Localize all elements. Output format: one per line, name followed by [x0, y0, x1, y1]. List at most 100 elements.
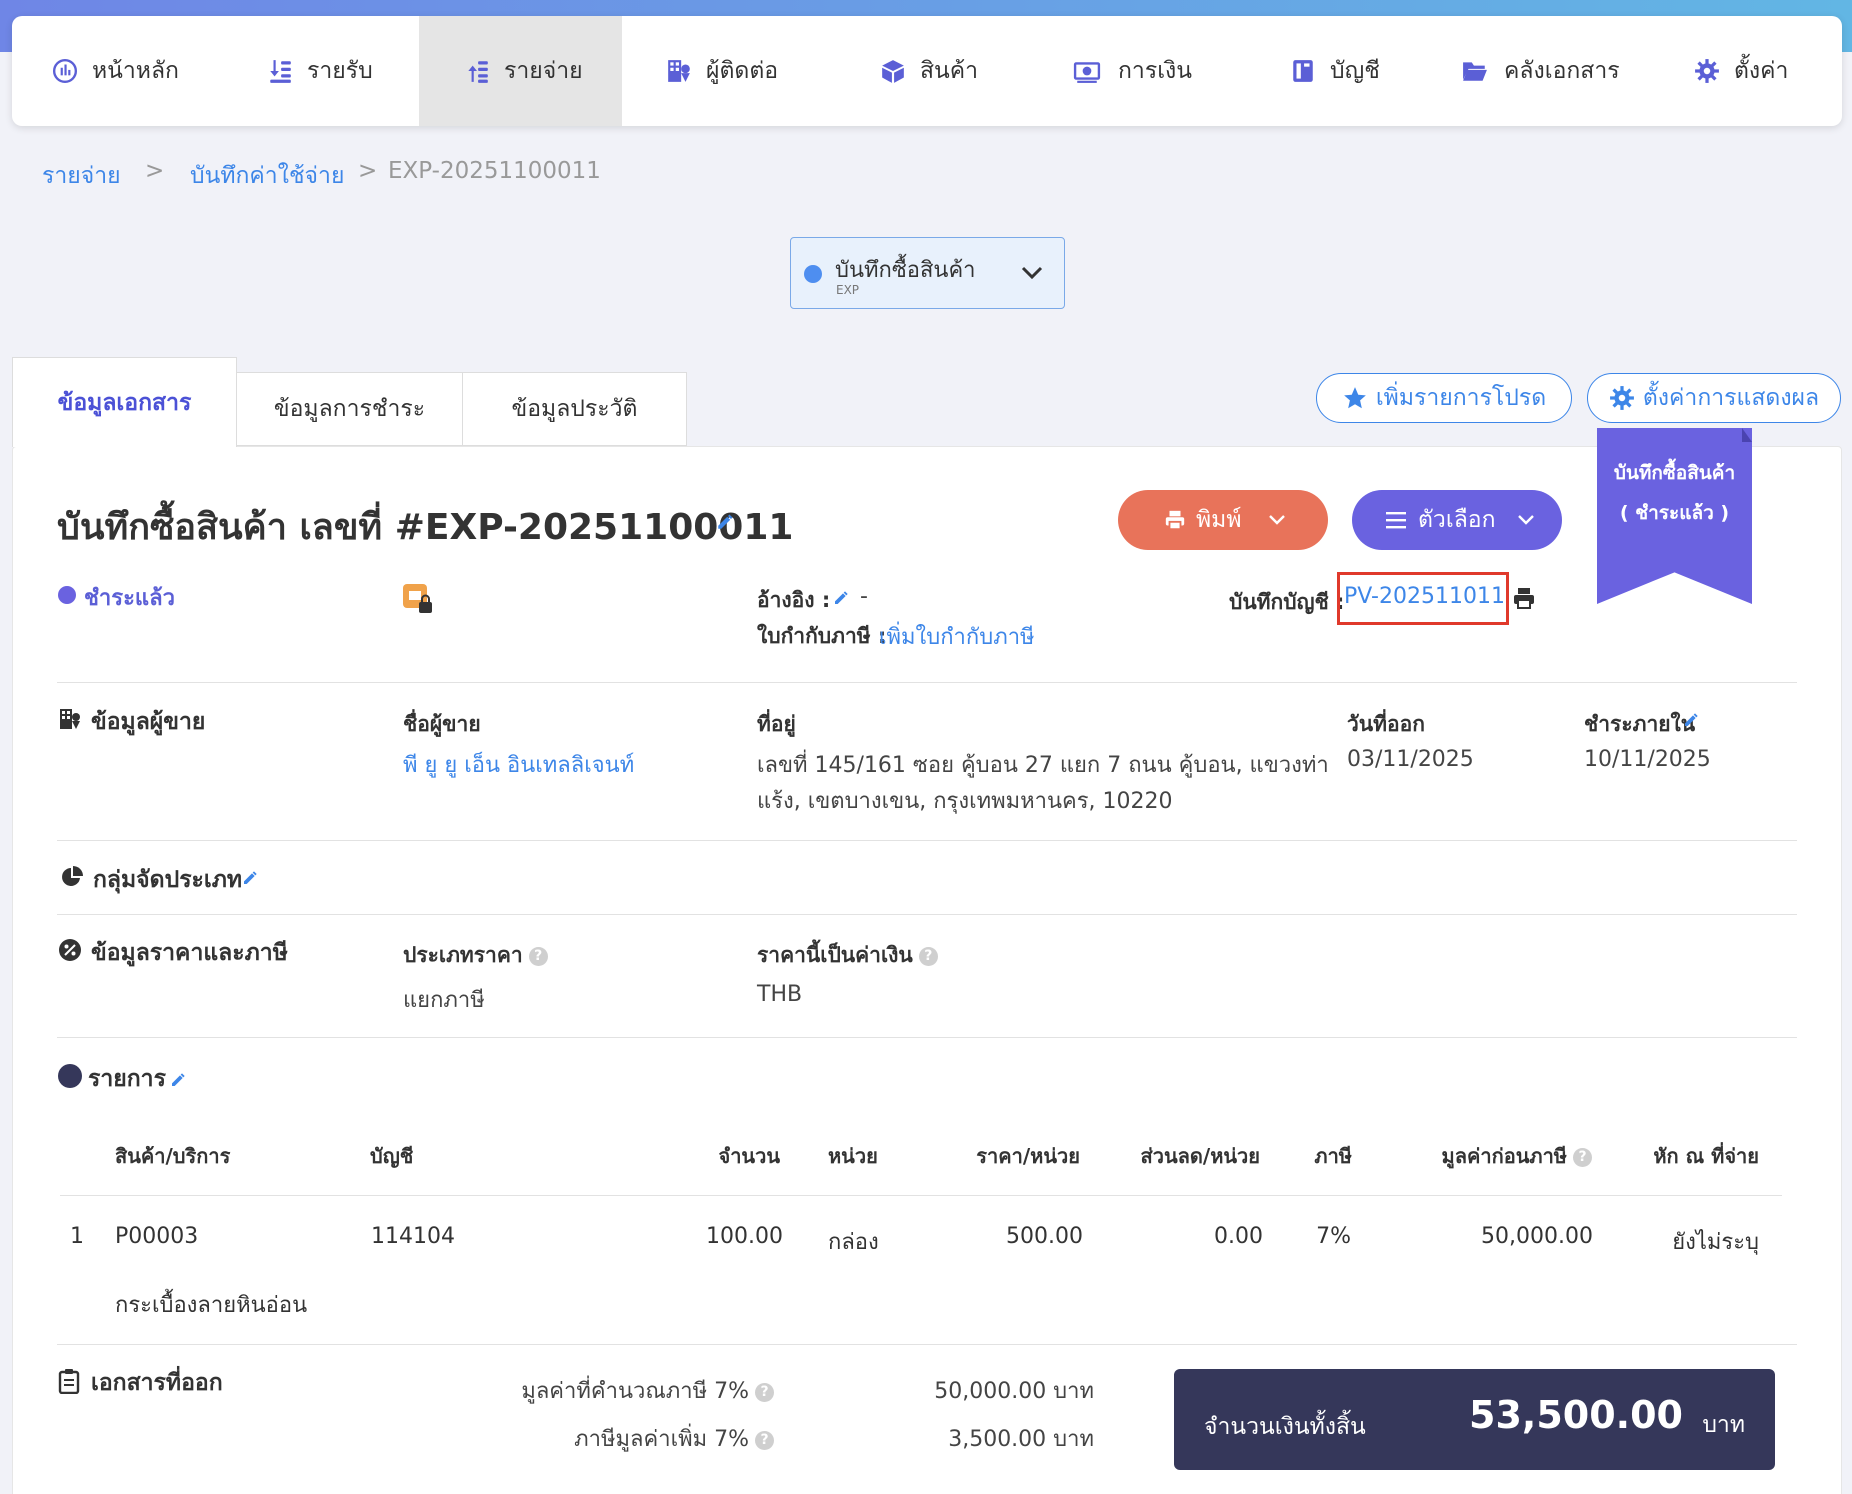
ribbon-fold — [1742, 428, 1752, 442]
breadcrumb-expense-record[interactable]: บันทึกค่าใช้จ่าย — [190, 163, 345, 189]
favorite-label: เพิ่มรายการโปรด — [1375, 385, 1547, 411]
taxable-amount-label: มูลค่าที่คำนวณภาษี 7%? — [521, 1373, 774, 1408]
breadcrumb-current: EXP-20251100011 — [388, 158, 601, 184]
gear-icon — [1695, 59, 1719, 83]
due-date-value: 10/11/2025 — [1584, 747, 1711, 772]
edit-pencil-icon[interactable] — [1683, 712, 1699, 728]
vendor-name-link[interactable]: พี ยู ยู เอ็น อินเทลลิเจนท์ — [403, 753, 635, 778]
pricing-section-title: ข้อมูลราคาและภาษี — [91, 940, 288, 966]
gear-icon — [1609, 386, 1634, 410]
nav-expense[interactable]: รายจ่าย — [419, 16, 622, 126]
quantity: 100.00 — [706, 1224, 783, 1249]
items-section-dot — [58, 1064, 82, 1088]
product-code-link[interactable]: P00003 — [115, 1224, 199, 1249]
nav-documents[interactable]: คลังเอกสาร — [1460, 16, 1640, 126]
help-icon[interactable]: ? — [528, 946, 548, 966]
divider — [57, 840, 1797, 841]
doc-type-label: บันทึกซื้อสินค้า — [835, 258, 976, 283]
chevron-down-icon — [1517, 515, 1534, 525]
account-code: 114104 — [371, 1224, 455, 1249]
ribbon-status: ( ชำระแล้ว ) — [1619, 502, 1730, 524]
nav-label: รายจ่าย — [504, 58, 583, 84]
options-label: ตัวเลือก — [1418, 507, 1496, 533]
vat-label: ภาษีมูลค่าเพิ่ม 7%? — [574, 1421, 774, 1456]
locked-attachment-icon[interactable] — [402, 583, 434, 615]
tab-payment-info[interactable]: ข้อมูลการชำระ — [236, 372, 463, 446]
pretax-amount: 50,000.00 — [1481, 1224, 1593, 1249]
divider — [57, 1037, 1797, 1038]
display-settings-button[interactable]: ตั้งค่าการแสดงผล — [1587, 373, 1841, 423]
price-type-label: ประเภทราคา? — [403, 939, 548, 972]
folder-icon — [1463, 62, 1487, 81]
nav-finance[interactable]: การเงิน — [1070, 16, 1220, 126]
print-button[interactable]: พิมพ์ — [1118, 490, 1328, 550]
tab-document-info[interactable]: ข้อมูลเอกสาร — [12, 357, 237, 447]
unit: กล่อง — [828, 1230, 879, 1255]
add-tax-invoice-link[interactable]: เพิ่มใบกำกับภาษี — [879, 625, 1035, 650]
breadcrumb-separator: > — [358, 158, 378, 184]
grand-total-value: 53,500.00 — [1469, 1393, 1683, 1437]
price-type-value: แยกภาษี — [403, 988, 485, 1013]
edit-pencil-icon[interactable] — [170, 1072, 186, 1088]
edit-pencil-icon[interactable] — [716, 513, 734, 531]
add-favorite-button[interactable]: เพิ่มรายการโปรด — [1316, 373, 1572, 423]
printer-icon[interactable] — [1512, 586, 1536, 610]
currency-label-text: ราคานี้เป็นค่าเงิน — [757, 943, 913, 967]
nav-label: ผู้ติดต่อ — [706, 58, 779, 84]
address-line-1: เลขที่ 145/161 ซอย คู้บอน 27 แยก 7 ถนน ค… — [757, 753, 1329, 778]
unit-discount: 0.00 — [1214, 1224, 1263, 1249]
tab-history-info[interactable]: ข้อมูลประวัติ — [462, 372, 687, 446]
help-icon[interactable]: ? — [755, 1382, 774, 1402]
price-type-label-text: ประเภทราคา — [403, 943, 523, 967]
taxable-amount-label-text: มูลค่าที่คำนวณภาษี 7% — [521, 1379, 749, 1404]
edit-pencil-icon[interactable] — [242, 870, 258, 886]
nav-settings[interactable]: ตั้งค่า — [1694, 16, 1824, 126]
header-unit: หน่วย — [828, 1144, 878, 1168]
address-line-2: แร้ง, เขตบางเขน, กรุงเทพมหานคร, 10220 — [757, 789, 1173, 814]
help-icon[interactable]: ? — [755, 1430, 774, 1450]
page-title: บันทึกซื้อสินค้า เลขที่ #EXP-20251100011 — [57, 507, 794, 548]
breadcrumb-expense[interactable]: รายจ่าย — [42, 163, 121, 189]
nav-label: การเงิน — [1118, 58, 1193, 84]
nav-contacts[interactable]: ผู้ติดต่อ — [666, 16, 816, 126]
paid-status-dot — [58, 586, 76, 604]
help-icon[interactable]: ? — [1573, 1148, 1592, 1167]
edit-pencil-icon[interactable] — [833, 590, 849, 606]
nav-income[interactable]: รายรับ — [267, 16, 407, 126]
document-card — [12, 446, 1842, 1494]
money-icon — [1073, 62, 1101, 83]
divider — [57, 914, 1797, 915]
chevron-down-icon — [1021, 266, 1043, 280]
pie-chart-icon — [62, 866, 83, 886]
options-button[interactable]: ตัวเลือก — [1352, 490, 1562, 550]
address-label: ที่อยู่ — [757, 712, 796, 736]
category-section-title: กลุ่มจัดประเภท — [93, 867, 243, 893]
table-header-divider — [60, 1195, 1782, 1196]
issue-date-value: 03/11/2025 — [1347, 747, 1474, 772]
nav-products[interactable]: สินค้า — [880, 16, 1010, 126]
expense-icon — [468, 61, 488, 83]
vendor-name-label: ชื่อผู้ขาย — [403, 712, 481, 736]
tax-rate: 7% — [1316, 1224, 1351, 1249]
doc-type-sub: EXP — [836, 283, 860, 297]
help-icon[interactable]: ? — [918, 946, 938, 966]
vendor-section-title: ข้อมูลผู้ขาย — [91, 709, 206, 735]
unit-price: 500.00 — [1006, 1224, 1083, 1249]
vat-label-text: ภาษีมูลค่าเพิ่ม 7% — [574, 1427, 749, 1452]
items-section-title: รายการ — [88, 1066, 166, 1092]
building-icon — [668, 60, 690, 82]
display-settings-label: ตั้งค่าการแสดงผล — [1642, 385, 1820, 411]
nav-home[interactable]: หน้าหลัก — [52, 16, 202, 126]
header-discount: ส่วนลด/หน่วย — [1140, 1144, 1260, 1168]
box-icon — [882, 60, 904, 83]
print-label: พิมพ์ — [1196, 507, 1242, 533]
reference-value: - — [860, 584, 868, 609]
grand-total-box: จำนวนเงินทั้งสิ้น 53,500.00 บาท — [1174, 1369, 1775, 1470]
journal-voucher-link[interactable]: PV-202511011 — [1344, 584, 1505, 609]
header-product: สินค้า/บริการ — [115, 1144, 231, 1168]
nav-accounting[interactable]: บัญชี — [1290, 16, 1420, 126]
percent-badge-icon — [59, 939, 81, 961]
doc-type-selector[interactable]: บันทึกซื้อสินค้า EXP — [790, 237, 1065, 309]
header-tax: ภาษี — [1314, 1144, 1352, 1168]
wht-status: ยังไม่ระบุ — [1672, 1230, 1759, 1255]
